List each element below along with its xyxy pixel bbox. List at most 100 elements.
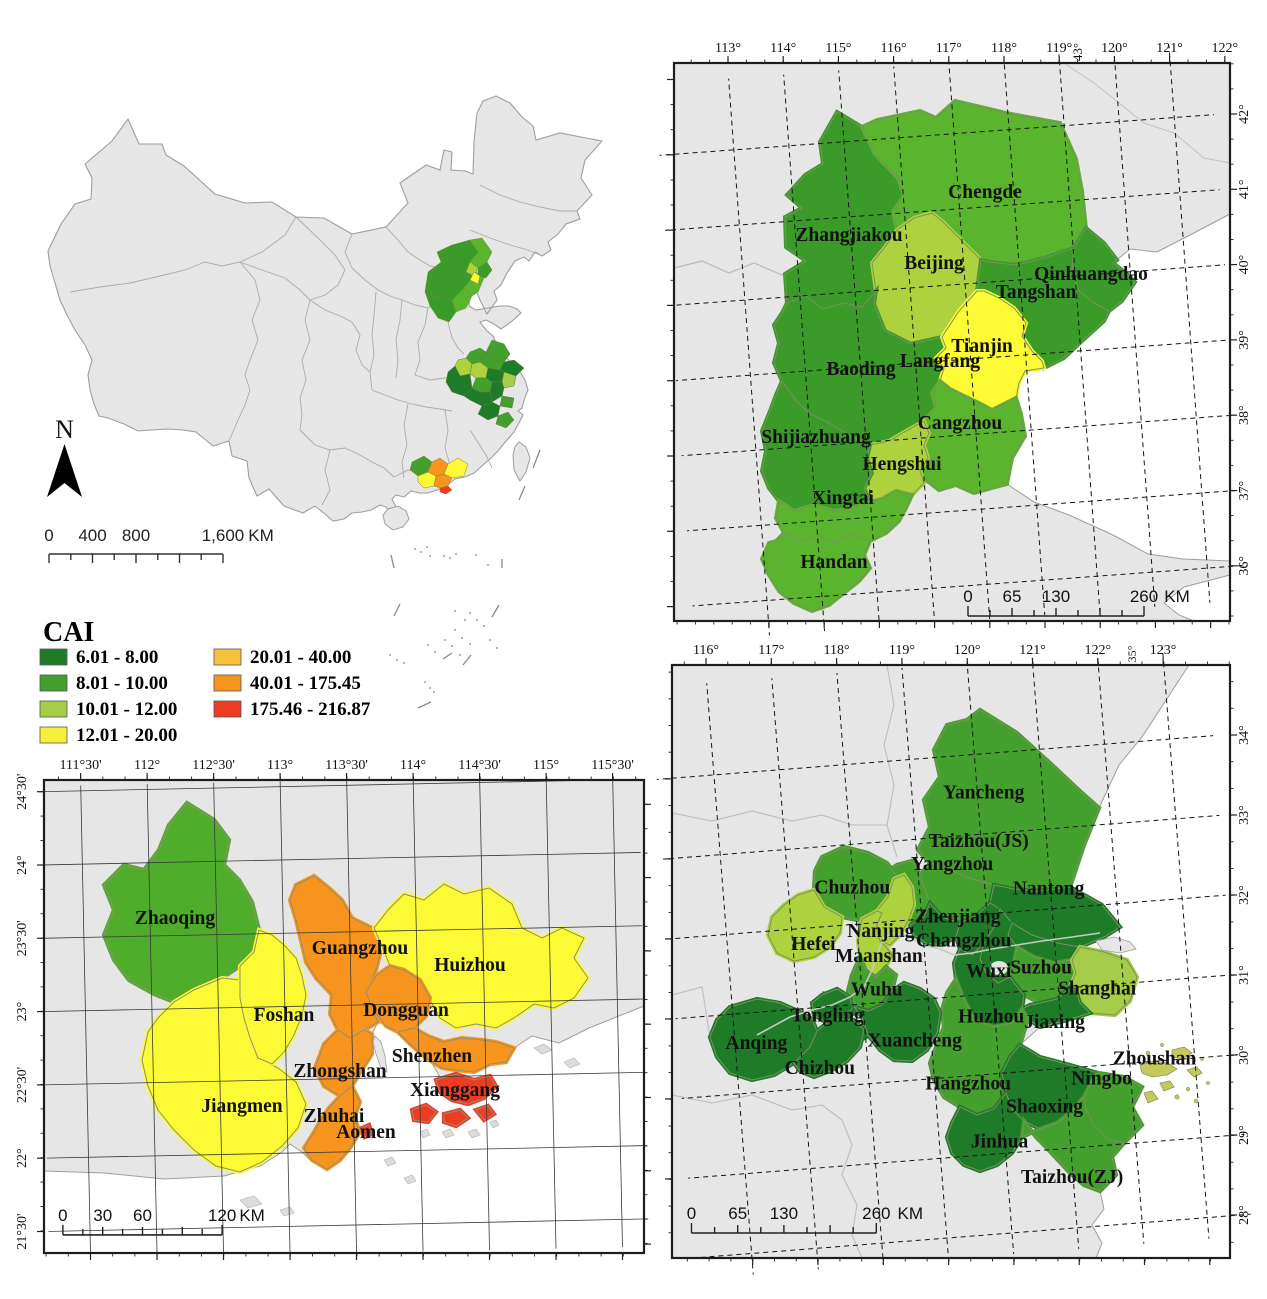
svg-text:Changzhou: Changzhou — [916, 931, 1012, 952]
svg-text:Tongling: Tongling — [791, 1006, 864, 1027]
svg-text:Nantong: Nantong — [1013, 878, 1085, 899]
svg-text:N: N — [55, 415, 74, 444]
svg-text:260: 260 — [1130, 587, 1158, 606]
svg-text:120°: 120° — [954, 643, 981, 658]
svg-text:Chuzhou: Chuzhou — [814, 877, 890, 898]
svg-text:Hangzhou: Hangzhou — [925, 1074, 1011, 1095]
svg-text:Shaoxing: Shaoxing — [1006, 1097, 1083, 1118]
svg-text:Cangzhou: Cangzhou — [918, 413, 1003, 434]
svg-text:130: 130 — [770, 1204, 798, 1223]
svg-text:119°: 119° — [889, 643, 915, 658]
svg-text:Dongguan: Dongguan — [363, 1000, 449, 1021]
svg-text:Zhenjiang: Zhenjiang — [915, 906, 1001, 927]
svg-text:Xuancheng: Xuancheng — [868, 1031, 963, 1052]
svg-text:65: 65 — [1003, 587, 1022, 606]
svg-text:42°: 42° — [1237, 104, 1252, 124]
svg-text:30°: 30° — [1237, 1045, 1252, 1065]
svg-text:24°: 24° — [15, 855, 30, 875]
svg-text:Taizhou(ZJ): Taizhou(ZJ) — [1021, 1167, 1123, 1188]
svg-text:Shenzhen: Shenzhen — [392, 1046, 472, 1067]
svg-text:117°: 117° — [758, 643, 784, 658]
svg-text:Huizhou: Huizhou — [434, 955, 506, 976]
svg-text:Zhangjiakou: Zhangjiakou — [795, 225, 902, 246]
svg-text:Handan: Handan — [800, 552, 867, 573]
svg-text:40.01 - 175.45: 40.01 - 175.45 — [250, 673, 361, 694]
svg-text:120°: 120° — [1101, 41, 1128, 56]
svg-text:34°: 34° — [1237, 725, 1252, 745]
svg-text:8.01 - 10.00: 8.01 - 10.00 — [76, 673, 168, 694]
svg-text:115°: 115° — [825, 41, 851, 56]
svg-text:118°: 118° — [991, 41, 1017, 56]
svg-text:33°: 33° — [1237, 805, 1252, 825]
svg-text:Tianjin: Tianjin — [951, 336, 1013, 357]
svg-text:0: 0 — [44, 526, 53, 545]
svg-text:115°: 115° — [533, 758, 559, 773]
svg-text:122°: 122° — [1084, 643, 1111, 658]
svg-text:CAI: CAI — [43, 617, 94, 648]
svg-text:65: 65 — [728, 1204, 747, 1223]
svg-text:23°: 23° — [15, 1002, 30, 1022]
svg-text:Baoding: Baoding — [826, 359, 896, 380]
svg-text:KM: KM — [1164, 587, 1190, 606]
svg-text:119°: 119° — [1046, 41, 1072, 56]
svg-text:29°: 29° — [1237, 1125, 1252, 1145]
svg-text:117°: 117° — [936, 41, 962, 56]
svg-text:KM: KM — [248, 526, 274, 545]
svg-text:23°30': 23°30' — [15, 920, 30, 956]
svg-text:260: 260 — [862, 1204, 890, 1223]
svg-text:KM: KM — [898, 1204, 924, 1223]
svg-text:111°30': 111°30' — [60, 758, 102, 773]
svg-text:Ningbo: Ningbo — [1071, 1069, 1132, 1090]
svg-text:Taizhou(JS): Taizhou(JS) — [929, 831, 1029, 852]
svg-text:Maanshan: Maanshan — [835, 946, 923, 967]
svg-text:10.01 - 12.00: 10.01 - 12.00 — [76, 699, 177, 720]
svg-text:116°: 116° — [693, 643, 719, 658]
svg-text:114°30': 114°30' — [458, 758, 501, 773]
svg-text:0: 0 — [963, 587, 972, 606]
svg-text:Chengde: Chengde — [948, 182, 1022, 203]
svg-text:1,600: 1,600 — [202, 526, 245, 545]
svg-text:Qinhuangdao: Qinhuangdao — [1034, 264, 1148, 285]
svg-text:Suzhou: Suzhou — [1010, 958, 1072, 979]
svg-text:Wuhu: Wuhu — [851, 980, 903, 1001]
svg-text:800: 800 — [122, 526, 150, 545]
svg-text:22°: 22° — [15, 1148, 30, 1168]
svg-text:Zhoushan: Zhoushan — [1113, 1049, 1197, 1070]
svg-text:30: 30 — [93, 1206, 112, 1225]
svg-text:113°: 113° — [267, 758, 293, 773]
svg-text:Chizhou: Chizhou — [785, 1058, 856, 1079]
svg-text:0: 0 — [58, 1206, 67, 1225]
svg-text:Tangshan: Tangshan — [996, 282, 1077, 303]
svg-text:Jiangmen: Jiangmen — [201, 1096, 282, 1117]
svg-text:KM: KM — [239, 1206, 265, 1225]
svg-text:0: 0 — [687, 1204, 696, 1223]
svg-text:Foshan: Foshan — [254, 1005, 315, 1026]
svg-text:Xianggang: Xianggang — [410, 1080, 500, 1101]
svg-text:Shanghai: Shanghai — [1058, 979, 1137, 1000]
svg-text:114°: 114° — [770, 41, 796, 56]
svg-text:123°: 123° — [1150, 643, 1177, 658]
svg-text:121°: 121° — [1019, 643, 1046, 658]
svg-text:37°: 37° — [1237, 481, 1252, 501]
svg-text:22°30': 22°30' — [15, 1067, 30, 1103]
svg-text:113°30': 113°30' — [325, 758, 368, 773]
svg-text:43°: 43° — [1070, 43, 1085, 61]
svg-text:Huzhou: Huzhou — [958, 1007, 1024, 1028]
svg-text:121°: 121° — [1156, 41, 1183, 56]
svg-text:Jinhua: Jinhua — [971, 1132, 1029, 1153]
svg-text:Guangzhou: Guangzhou — [312, 938, 409, 959]
svg-text:Nanjing: Nanjing — [847, 921, 914, 942]
svg-text:400: 400 — [78, 526, 106, 545]
svg-text:Shijiazhuang: Shijiazhuang — [761, 427, 871, 448]
svg-text:120: 120 — [208, 1206, 236, 1225]
svg-text:12.01 - 20.00: 12.01 - 20.00 — [76, 725, 177, 746]
svg-text:28°: 28° — [1237, 1205, 1252, 1225]
svg-text:Yangzhou: Yangzhou — [911, 854, 994, 875]
svg-text:41°: 41° — [1237, 179, 1252, 199]
svg-text:115°30': 115°30' — [591, 758, 634, 773]
svg-text:Zhaoqing: Zhaoqing — [135, 908, 215, 929]
svg-text:31°: 31° — [1237, 965, 1252, 985]
svg-text:32°: 32° — [1237, 885, 1252, 905]
svg-text:112°30': 112°30' — [192, 758, 235, 773]
svg-text:116°: 116° — [881, 41, 907, 56]
